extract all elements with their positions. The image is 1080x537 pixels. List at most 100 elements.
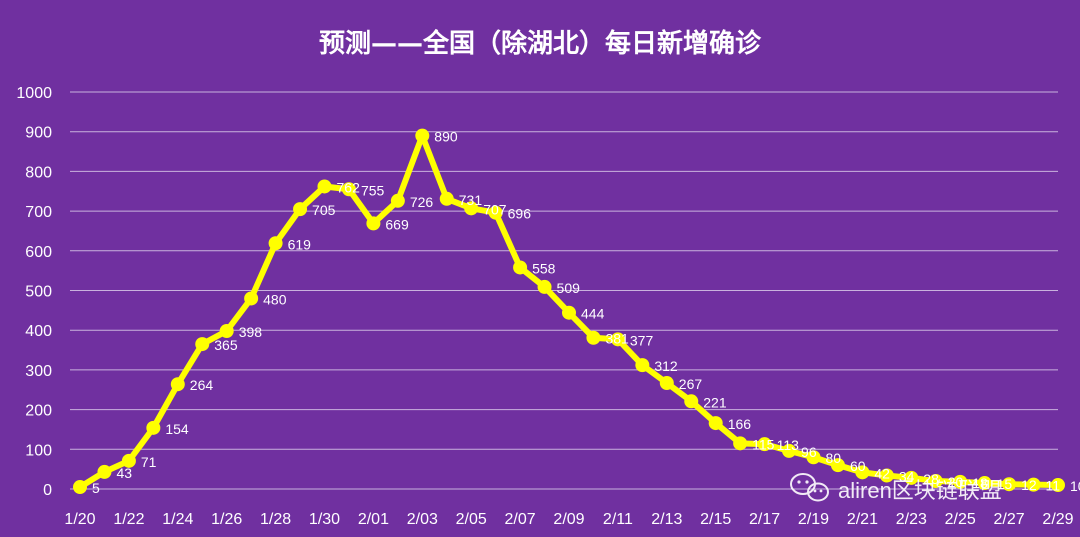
x-tick-label: 2/07 (505, 511, 536, 528)
data-point (977, 476, 992, 491)
x-tick-label: 1/24 (162, 511, 193, 528)
x-tick-label: 2/15 (700, 511, 731, 528)
data-label: 398 (239, 324, 263, 340)
data-point (121, 453, 136, 468)
x-tick-label: 1/22 (113, 511, 144, 528)
data-label: 71 (141, 454, 157, 470)
x-tick-label: 2/21 (847, 511, 878, 528)
data-point (586, 330, 601, 345)
y-tick-label: 300 (25, 363, 52, 380)
x-tick-label: 2/25 (945, 511, 976, 528)
data-label: 10 (1070, 478, 1080, 494)
data-label: 60 (850, 458, 866, 474)
y-axis-ticks: 0 100 200 300 400 500 600 700 800 900 1000 (16, 85, 52, 499)
data-point (219, 323, 234, 338)
data-label: 381 (605, 331, 629, 347)
data-point (904, 470, 919, 485)
data-label: 115 (752, 436, 775, 452)
x-tick-label: 1/28 (260, 511, 291, 528)
data-label: 509 (557, 280, 581, 296)
data-label: 264 (190, 377, 214, 393)
data-point (293, 202, 308, 217)
x-tick-label: 2/23 (896, 511, 927, 528)
data-point (1002, 477, 1017, 492)
data-point (488, 205, 503, 220)
data-label: 558 (532, 260, 556, 276)
data-label: 669 (385, 216, 409, 232)
x-tick-label: 2/29 (1042, 511, 1073, 528)
data-label: 12 (1021, 477, 1037, 493)
data-point (684, 394, 699, 409)
data-label: 42 (874, 465, 890, 481)
data-point (390, 193, 405, 208)
y-tick-label: 100 (25, 442, 52, 459)
data-label: 731 (459, 192, 483, 208)
data-point (244, 291, 259, 306)
x-tick-label: 2/01 (358, 511, 389, 528)
x-tick-label: 1/26 (211, 511, 242, 528)
data-point (806, 450, 821, 465)
data-point (562, 305, 576, 320)
data-label: 15 (997, 476, 1013, 492)
data-point (953, 474, 968, 489)
x-tick-label: 1/30 (309, 511, 340, 528)
data-label: 43 (116, 465, 132, 481)
data-label: 890 (434, 129, 458, 145)
watermark-logo: aliren区块链联盟 (790, 473, 1002, 503)
data-point (928, 474, 943, 489)
watermark-text: aliren区块链联盟 (838, 478, 1002, 503)
markers (73, 128, 1065, 495)
y-tick-label: 400 (25, 323, 52, 340)
wechat-icon (790, 473, 829, 502)
data-point (415, 128, 430, 143)
x-tick-label: 2/05 (456, 511, 487, 528)
y-tick-label: 800 (25, 164, 52, 181)
data-point (855, 465, 870, 480)
x-tick-label: 2/11 (603, 511, 633, 528)
chart-title: 预测——全国（除湖北）每日新增确诊 (319, 28, 762, 59)
data-point (659, 376, 674, 391)
data-label: 20 (948, 474, 964, 490)
data-label: 480 (263, 291, 287, 307)
data-label: 34 (899, 469, 915, 485)
y-tick-label: 600 (25, 244, 52, 261)
data-label: 18 (972, 475, 988, 491)
data-point (97, 464, 112, 479)
data-point (757, 437, 772, 452)
data-label: 377 (630, 332, 654, 348)
y-tick-label: 0 (43, 482, 52, 499)
data-label: 267 (679, 376, 703, 392)
data-point (708, 416, 723, 431)
data-label: 312 (654, 358, 678, 374)
data-point (195, 337, 210, 352)
data-point (268, 236, 283, 251)
data-label: 11 (1046, 478, 1061, 494)
data-point (1026, 477, 1041, 492)
y-tick-label: 200 (25, 403, 52, 420)
data-label: 707 (483, 201, 507, 217)
data-label: 365 (214, 337, 238, 353)
data-point (513, 260, 528, 275)
data-label: 221 (703, 394, 727, 410)
data-point (782, 443, 797, 458)
data-label: 696 (508, 206, 532, 222)
data-label: 166 (728, 416, 752, 432)
data-label: 705 (312, 202, 336, 218)
x-tick-label: 2/09 (553, 511, 584, 528)
x-tick-label: 2/13 (651, 511, 682, 528)
data-point (733, 436, 748, 451)
data-point (879, 468, 894, 483)
data-label: 5 (92, 480, 100, 496)
data-label: 28 (923, 471, 939, 487)
data-point (439, 191, 454, 206)
grid-lines (70, 91, 1058, 490)
data-point (317, 179, 332, 194)
x-tick-label: 2/19 (798, 511, 829, 528)
data-point (610, 332, 625, 347)
data-point (830, 458, 845, 473)
data-label: 96 (801, 444, 817, 460)
y-tick-label: 500 (25, 284, 52, 301)
